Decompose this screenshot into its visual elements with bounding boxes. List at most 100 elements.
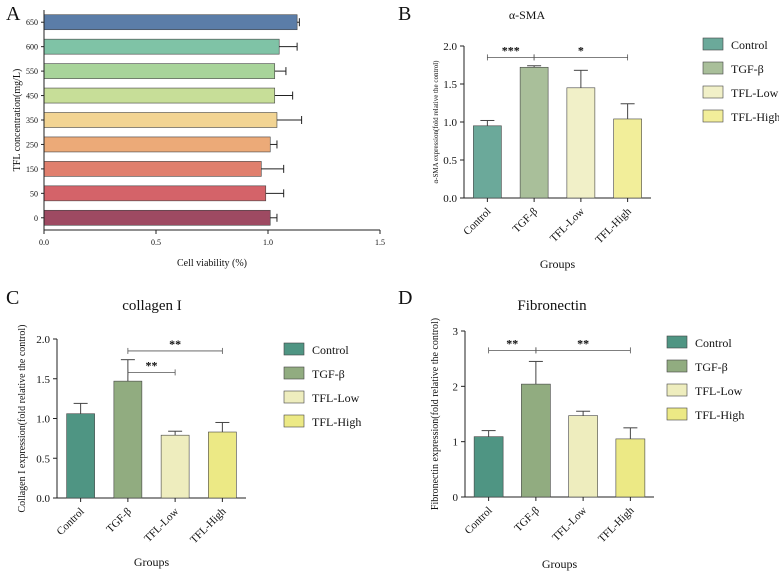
sig-label-b-0: *** — [502, 43, 520, 57]
bar-a-650 — [43, 14, 298, 31]
xtick-label-b-control: Control — [461, 206, 493, 238]
xtick-label-d-tfl-high: TFL-High — [596, 504, 637, 545]
legend-label-d-tgf: TGF-β — [695, 360, 728, 374]
sig-label-d-1: ** — [577, 336, 589, 350]
sig-label-c-1: ** — [169, 337, 181, 351]
x-axis-label-b: Groups — [540, 257, 576, 271]
ytick-label-d-0: 0 — [453, 492, 459, 504]
xtick-label-a-0.0: 0.0 — [39, 238, 49, 247]
bar-a-150 — [43, 161, 262, 177]
bar-b-tgf — [519, 66, 549, 199]
chart-title-c: collagen I — [122, 298, 182, 314]
legend-swatch-c-tgf — [283, 366, 305, 380]
ytick-label-d-3: 3 — [453, 326, 459, 338]
bar-a-600 — [43, 38, 280, 55]
chart-title-d: Fibronectin — [517, 298, 587, 314]
legend-label-c-tfl-low: TFL-Low — [312, 391, 360, 405]
xtick-label-c-tfl-high: TFL-High — [188, 505, 229, 546]
xtick-label-c-tgf: TGF-β — [104, 505, 134, 535]
tick-label-a-550: 550 — [26, 67, 38, 76]
legend-swatch-c-control — [283, 342, 305, 356]
y-axis-label-b: α-SMA expression(fold relative the contr… — [432, 60, 440, 184]
ytick-label-b-0.5: 0.5 — [443, 155, 457, 167]
legend-swatch-b-tfl-high — [702, 109, 724, 123]
tick-label-a-450: 450 — [26, 92, 38, 101]
legend-label-c-control: Control — [312, 343, 349, 357]
legend-label-c-tfl-high: TFL-High — [312, 415, 361, 429]
legend-label-d-control: Control — [695, 336, 732, 350]
xtick-label-d-control: Control — [462, 505, 494, 537]
ytick-label-c-0.0: 0.0 — [36, 493, 50, 505]
bar-a-550 — [43, 63, 276, 79]
ytick-label-b-1.5: 1.5 — [443, 79, 457, 91]
ytick-label-b-2.0: 2.0 — [443, 41, 457, 53]
bar-a-450 — [43, 87, 276, 104]
bar-d-tgf — [521, 383, 551, 498]
ytick-label-d-2: 2 — [453, 381, 459, 393]
panel-c-chart: collagen I 0.0 0.5 1.0 1.5 2.0 Control TGF-β TFL… — [17, 298, 361, 569]
y-axis-label-c: Collagen I expression(fold relative the … — [17, 325, 28, 513]
bar-a-50 — [43, 185, 267, 202]
panel-letter-d: D — [398, 287, 412, 309]
bar-b-tfl-high — [613, 118, 642, 199]
legend-label-b-control: Control — [731, 38, 768, 52]
bar-c-tfl-low — [160, 434, 190, 499]
ytick-label-c-1.5: 1.5 — [36, 374, 50, 386]
ytick-label-b-1.0: 1.0 — [443, 117, 457, 129]
legend-swatch-d-tfl-high — [666, 407, 688, 421]
legend-label-d-tfl-low: TFL-Low — [695, 384, 743, 398]
legend-label-b-tfl-high: TFL-High — [731, 110, 779, 124]
y-axis-label-d: Fibronectin expression(fold relative the… — [430, 318, 441, 510]
panel-letter-a: A — [6, 3, 21, 25]
x-axis-label-c: Groups — [134, 555, 170, 569]
panel-letter-c: C — [6, 287, 19, 309]
bar-c-control — [66, 413, 95, 499]
bar-b-tfl-low — [566, 87, 596, 199]
ytick-label-b-0.0: 0.0 — [443, 193, 457, 205]
sig-label-b-1: * — [578, 43, 584, 57]
legend-swatch-c-tfl-high — [283, 414, 305, 428]
panel-letter-b: B — [398, 3, 411, 25]
legend-label-b-tgf: TGF-β — [731, 62, 764, 76]
ytick-label-c-0.5: 0.5 — [36, 453, 50, 465]
bar-b-control — [473, 125, 502, 199]
x-axis-label-d: Groups — [542, 557, 578, 571]
sig-label-d-0: ** — [506, 336, 518, 350]
xtick-label-b-tfl-high: TFL-High — [593, 205, 634, 246]
bar-d-tfl-low — [568, 415, 598, 498]
tick-label-a-350: 350 — [26, 116, 38, 125]
tick-label-a-0: 0 — [34, 214, 38, 223]
legend-swatch-b-control — [702, 37, 724, 51]
legend-label-b-tfl-low: TFL-Low — [731, 86, 779, 100]
bar-c-tfl-high — [208, 431, 237, 499]
tick-label-a-600: 600 — [26, 43, 38, 52]
legend-swatch-d-tgf — [666, 359, 688, 373]
legend-swatch-c-tfl-low — [283, 390, 305, 404]
bar-d-tfl-high — [615, 438, 646, 498]
bar-a-250 — [43, 136, 271, 153]
bar-a-350 — [43, 112, 278, 128]
ytick-label-d-1: 1 — [453, 437, 459, 449]
xtick-label-c-control: Control — [54, 506, 86, 538]
xtick-label-a-1.5: 1.5 — [375, 238, 385, 247]
tick-label-a-50: 50 — [30, 189, 38, 198]
sig-label-c-0: ** — [146, 358, 158, 372]
legend-label-c-tgf: TGF-β — [312, 367, 345, 381]
legend-swatch-d-control — [666, 335, 688, 349]
xtick-label-d-tgf: TGF-β — [512, 504, 542, 534]
tick-label-a-250: 250 — [26, 140, 38, 149]
panel-a-chart: 650 600 550 450 350 250 150 50 0 0.0 0.5 1.0 1.5 Cell… — [12, 10, 385, 269]
xtick-label-a-0.5: 0.5 — [151, 238, 161, 247]
ytick-label-c-1.0: 1.0 — [36, 414, 50, 426]
xtick-label-b-tgf: TGF-β — [511, 205, 541, 235]
legend-swatch-d-tfl-low — [666, 383, 688, 397]
chart-title-b: α-SMA — [509, 8, 546, 22]
bar-a-0 — [43, 209, 271, 226]
legend-label-d-tfl-high: TFL-High — [695, 408, 744, 422]
tick-label-a-150: 150 — [26, 165, 38, 174]
tick-label-a-650: 650 — [26, 18, 38, 27]
ytick-label-c-2.0: 2.0 — [36, 334, 50, 346]
bar-d-control — [473, 436, 504, 498]
xtick-label-d-tfl-low: TFL-Low — [550, 505, 589, 544]
